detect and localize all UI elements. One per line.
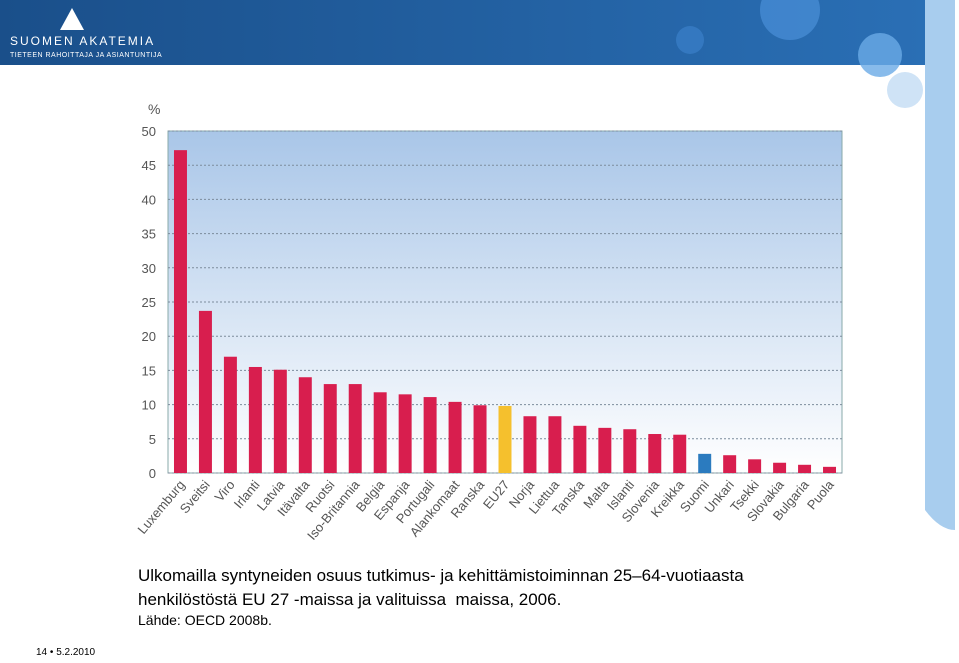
bar: [473, 405, 487, 473]
bar: [623, 429, 637, 473]
bar: [298, 377, 312, 473]
x-tick-label: Puola: [804, 477, 837, 513]
caption-line: henkilöstöstä EU 27 -maissa ja valituiss…: [138, 590, 562, 609]
bar: [698, 453, 712, 473]
bar: [398, 394, 412, 473]
caption-line: Ulkomailla syntyneiden osuus tutkimus- j…: [138, 566, 744, 585]
logo: [60, 8, 84, 30]
bar: [523, 416, 537, 473]
bar: [498, 405, 512, 473]
org-tagline: Tieteen rahoittaja ja asiantuntija: [10, 52, 162, 59]
bar: [823, 466, 837, 473]
y-tick-label: 50: [142, 124, 156, 139]
bar: [198, 310, 212, 473]
bar: [348, 384, 362, 473]
y-tick-label: 0: [149, 466, 156, 481]
y-tick-label: 20: [142, 329, 156, 344]
y-tick-label: 40: [142, 192, 156, 207]
bar: [723, 455, 737, 473]
y-tick-label: 35: [142, 227, 156, 242]
bar: [273, 369, 287, 473]
decor: [676, 26, 704, 54]
decor: [760, 0, 820, 40]
bar: [798, 464, 812, 473]
bar: [548, 416, 562, 473]
bar: [573, 425, 587, 473]
y-tick-label: 30: [142, 261, 156, 276]
y-tick-label: 25: [142, 295, 156, 310]
decor: [858, 33, 902, 77]
bar: [448, 401, 462, 473]
bar: [223, 356, 237, 473]
bar: [423, 397, 437, 473]
x-tick-label: EU27: [480, 477, 512, 512]
bar: [748, 459, 762, 473]
side-band: [925, 0, 955, 530]
bar: [598, 427, 612, 473]
date: 5.2.2010: [56, 647, 96, 658]
bar: [373, 392, 387, 473]
decor: [887, 72, 923, 108]
bar: [773, 462, 787, 473]
y-tick-label: 15: [142, 363, 156, 378]
y-tick-label: 45: [142, 158, 156, 173]
y-tick-label: 5: [149, 432, 156, 447]
page-number: 14: [36, 647, 48, 658]
y-tick-label: 10: [142, 398, 156, 413]
bar: [323, 384, 337, 473]
org-name: Suomen Akatemia: [10, 34, 155, 48]
y-axis-label: %: [148, 101, 160, 117]
bar: [173, 150, 187, 474]
footer: 14 • 5.2.2010: [36, 647, 96, 658]
bar: [648, 434, 662, 473]
bar: [248, 366, 262, 473]
source: Lähde: OECD 2008b.: [138, 612, 272, 628]
bar: [673, 434, 687, 473]
